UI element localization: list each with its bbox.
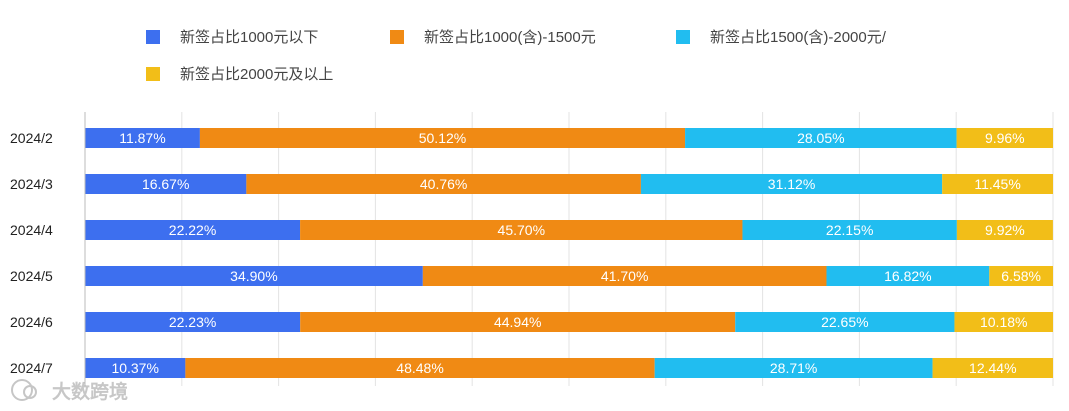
- watermark: 大数跨境: [11, 379, 128, 403]
- y-axis: 2024/2 2024/3 2024/4 2024/5 2024/6 2024/7: [10, 112, 86, 386]
- bar-value-labels: 11.87% 50.12% 28.05% 9.96% 16.67% 40.76% 31.12…: [111, 130, 1041, 376]
- bar-value-label: 48.48%: [396, 360, 443, 376]
- bar-segment: [422, 266, 827, 286]
- bar-value-label: 11.45%: [974, 176, 1020, 192]
- bar-segment: [742, 220, 957, 240]
- bar-value-label: 16.67%: [142, 176, 189, 192]
- y-tick-label: 2024/6: [10, 314, 53, 330]
- bar-segment: [199, 128, 686, 148]
- y-tick-label: 2024/7: [10, 360, 53, 376]
- bar-segment: [640, 174, 943, 194]
- bar-value-label: 22.23%: [169, 314, 216, 330]
- legend-label: 新签占比1000元以下: [180, 29, 318, 46]
- bar-value-label: 31.12%: [768, 176, 815, 192]
- bar-segment: [300, 220, 743, 240]
- bar-segment: [185, 358, 655, 378]
- bar-segment: [956, 220, 1053, 240]
- bar-segment: [826, 266, 990, 286]
- watermark-text: 大数跨境: [52, 380, 128, 403]
- bar-value-label: 11.87%: [119, 130, 165, 146]
- legend-label: 新签占比1000(含)-1500元: [424, 29, 596, 46]
- bar-segment: [942, 174, 1053, 194]
- bar-value-label: 41.70%: [601, 268, 648, 284]
- bar-segment: [685, 128, 957, 148]
- bar-segment: [956, 128, 1053, 148]
- y-tick-label: 2024/4: [10, 222, 53, 238]
- bar-value-label: 22.22%: [169, 222, 216, 238]
- bar-segment: [85, 128, 200, 148]
- legend: 新签占比1000元以下 新签占比1000(含)-1500元 新签占比1500(含)-…: [146, 29, 887, 83]
- watermark-logo-icon: [11, 379, 37, 401]
- bar-value-label: 9.96%: [985, 130, 1025, 146]
- bar-value-label: 40.76%: [420, 176, 467, 192]
- grid-lines: [84, 112, 1054, 386]
- bars: [85, 128, 1053, 378]
- legend-swatch: [146, 67, 160, 81]
- bar-segment: [246, 174, 641, 194]
- y-tick-label: 2024/3: [10, 176, 53, 192]
- bar-segment: [85, 358, 186, 378]
- bar-value-label: 28.05%: [797, 130, 844, 146]
- bar-segment: [989, 266, 1053, 286]
- bar-segment: [85, 266, 423, 286]
- bar-segment: [932, 358, 1053, 378]
- bar-value-label: 50.12%: [419, 130, 466, 146]
- bar-value-label: 10.18%: [980, 314, 1027, 330]
- legend-label: 新签占比1500(含)-2000元/: [710, 29, 887, 46]
- bar-value-label: 44.94%: [494, 314, 541, 330]
- bar-segment: [735, 312, 955, 332]
- bar-segment: [85, 220, 301, 240]
- bar-value-label: 22.15%: [826, 222, 873, 238]
- bar-segment: [85, 174, 247, 194]
- bar-value-label: 45.70%: [498, 222, 545, 238]
- y-tick-label: 2024/5: [10, 268, 53, 284]
- legend-label: 新签占比2000元及以上: [180, 66, 333, 83]
- bar-value-label: 16.82%: [884, 268, 931, 284]
- bar-value-label: 12.44%: [969, 360, 1016, 376]
- legend-swatch: [676, 30, 690, 44]
- bar-value-label: 10.37%: [111, 360, 158, 376]
- bar-value-label: 28.71%: [770, 360, 817, 376]
- bar-value-label: 34.90%: [230, 268, 277, 284]
- legend-swatch: [146, 30, 160, 44]
- bar-segment: [300, 312, 736, 332]
- bar-value-label: 9.92%: [985, 222, 1025, 238]
- legend-swatch: [390, 30, 404, 44]
- bar-segment: [85, 312, 301, 332]
- bar-segment: [954, 312, 1053, 332]
- bar-segment: [654, 358, 933, 378]
- bar-value-label: 6.58%: [1001, 268, 1041, 284]
- bar-value-label: 22.65%: [821, 314, 868, 330]
- y-tick-label: 2024/2: [10, 130, 53, 146]
